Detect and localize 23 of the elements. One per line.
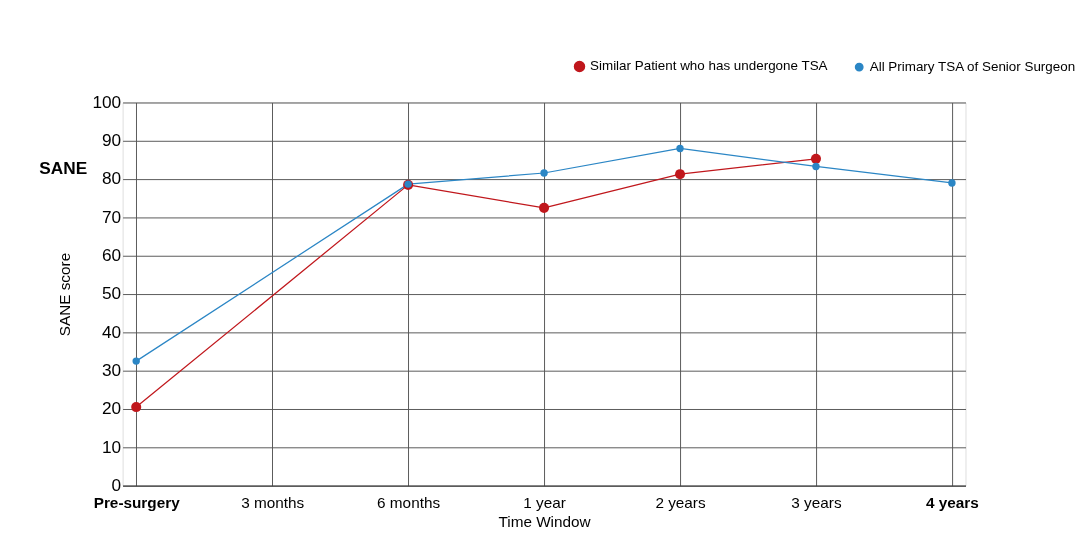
y-tick-label: 70 — [102, 206, 122, 227]
y-tick-label: 100 — [92, 91, 122, 112]
legend-label: All Primary TSA of Senior Surgeon — [869, 58, 1076, 74]
x-tick-label: 6 months — [377, 494, 441, 512]
x-tick-label: 3 years — [791, 494, 842, 512]
y-tick-label: 20 — [102, 398, 122, 419]
x-tick-label: 1 year — [523, 494, 566, 512]
y-tick-label: 30 — [102, 359, 122, 380]
x-axis-title: Time Window — [498, 513, 592, 531]
y-tick-label: 0 — [111, 474, 122, 495]
x-tick-label: Pre-surgery — [93, 494, 181, 512]
y-tick-label: 40 — [102, 321, 122, 342]
y-tick-label: 80 — [102, 168, 122, 189]
x-tick-label: 2 years — [655, 494, 706, 512]
y-tick-label: 60 — [102, 245, 122, 266]
x-tick-label: 3 months — [241, 494, 305, 512]
text: SANE — [39, 158, 88, 179]
x-tick-label: 4 years — [926, 494, 979, 512]
y-tick-label: 10 — [102, 436, 122, 457]
y-tick-label: 50 — [102, 283, 122, 304]
legend-label: Similar Patient who has undergone TSA — [590, 58, 828, 74]
y-tick-label: 90 — [102, 130, 122, 151]
y-axis-title: SANE score — [56, 252, 74, 337]
